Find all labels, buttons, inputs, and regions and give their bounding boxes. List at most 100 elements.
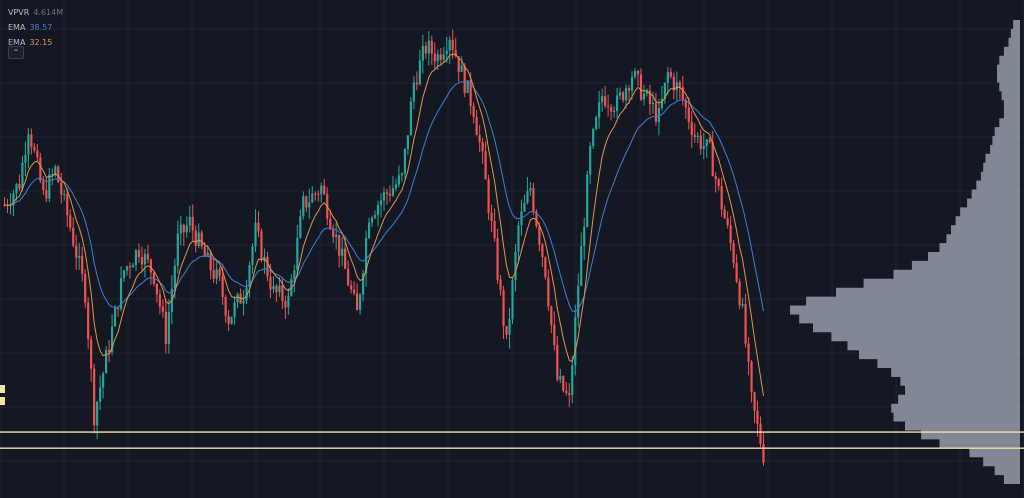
- candle-body: [382, 192, 386, 201]
- candle-body: [732, 243, 735, 264]
- candle-body: [356, 293, 359, 311]
- candle-body: [314, 193, 317, 195]
- candle-body: [33, 146, 36, 151]
- candle-body: [529, 187, 532, 191]
- candle-body: [574, 317, 577, 366]
- candle-body: [134, 250, 138, 266]
- candle-body: [116, 307, 120, 310]
- candle-body: [445, 50, 448, 55]
- candle-body: [227, 315, 230, 324]
- candle-body: [236, 293, 239, 303]
- candle-body: [744, 303, 747, 344]
- candle-body: [63, 193, 66, 195]
- candle-body: [164, 311, 167, 345]
- candle-body: [499, 279, 502, 291]
- candle-body: [741, 303, 744, 306]
- level-line-handle-upper[interactable]: [0, 385, 5, 393]
- candle-body: [191, 216, 194, 231]
- candle-body: [358, 294, 362, 311]
- candle-body: [403, 148, 407, 174]
- candle-body: [54, 166, 57, 175]
- candle-body: [203, 246, 206, 257]
- candle-body: [451, 39, 454, 50]
- candle-body: [182, 224, 185, 233]
- candle-body: [281, 285, 284, 302]
- candle-body: [137, 250, 141, 258]
- legend-ema-fast[interactable]: EMA 32.15: [8, 35, 63, 50]
- candle-body: [188, 216, 191, 226]
- candle-body: [577, 285, 580, 318]
- candle-body: [36, 150, 39, 158]
- candle-body: [699, 135, 702, 150]
- legend-collapse-button[interactable]: ⌃: [8, 46, 24, 59]
- legend-vpvr[interactable]: VPVR 4.614M: [8, 5, 63, 20]
- legend-ema-slow-value: 38.57: [29, 23, 53, 32]
- candle-body: [496, 238, 499, 280]
- candle-body: [125, 266, 129, 271]
- candle-body: [42, 181, 45, 191]
- volume-profile-histogram: [790, 20, 1020, 484]
- candle-body: [131, 265, 135, 268]
- candle-body: [747, 343, 750, 362]
- candle-body: [87, 302, 90, 340]
- candle-body: [385, 192, 389, 194]
- legend-vpvr-value: 4.614M: [33, 8, 64, 17]
- candle-body: [329, 218, 332, 229]
- candle-body: [651, 102, 655, 105]
- candle-body: [278, 285, 281, 293]
- candle-body: [550, 306, 553, 325]
- candle-body: [367, 222, 371, 238]
- candle-body: [484, 151, 487, 180]
- candle-body: [753, 392, 756, 411]
- candle-body: [517, 225, 520, 252]
- candle-body: [762, 444, 765, 463]
- candle-body: [296, 237, 299, 271]
- candle-body: [556, 344, 559, 380]
- candle-body: [714, 176, 717, 180]
- level-line-handle-lower[interactable]: [0, 397, 5, 405]
- candle-body: [78, 255, 81, 258]
- candle-body: [427, 40, 430, 54]
- candle-body: [457, 56, 460, 72]
- candle-body: [592, 129, 595, 147]
- candle-body: [595, 117, 598, 130]
- candle-body: [729, 225, 732, 244]
- candle-body: [305, 196, 308, 208]
- candle-body: [146, 253, 150, 260]
- candle-body: [487, 179, 490, 213]
- candle-body: [681, 86, 684, 100]
- candle-body: [669, 71, 672, 77]
- candle-body: [39, 157, 42, 182]
- candle-body: [51, 174, 54, 176]
- candle-body: [723, 209, 726, 219]
- candle-body: [696, 135, 699, 137]
- candle-body: [475, 116, 478, 136]
- candle-body: [618, 92, 622, 96]
- legend-ema-slow[interactable]: EMA 38.57: [8, 20, 63, 35]
- candle-body: [415, 82, 418, 85]
- candle-body: [571, 365, 574, 396]
- candle-body: [317, 193, 320, 195]
- candle-body: [48, 174, 51, 199]
- candle-body: [266, 256, 269, 277]
- candle-body: [439, 54, 442, 60]
- candle-body: [260, 231, 263, 261]
- candle-body: [119, 277, 123, 310]
- candle-body: [610, 107, 613, 112]
- candle-body: [370, 217, 374, 223]
- candle-body: [508, 319, 511, 335]
- candle-body: [15, 183, 18, 194]
- candle-body: [705, 139, 708, 147]
- ema-fast-line: [4, 53, 764, 396]
- candle-body: [633, 70, 637, 77]
- candle-body: [460, 65, 463, 72]
- candle-body: [224, 296, 227, 316]
- ema-slow-line: [4, 80, 764, 313]
- candle-body: [675, 82, 678, 91]
- candle-body: [690, 121, 693, 135]
- candle-body: [176, 233, 179, 266]
- candle-body: [155, 283, 158, 295]
- candle-body: [738, 281, 741, 306]
